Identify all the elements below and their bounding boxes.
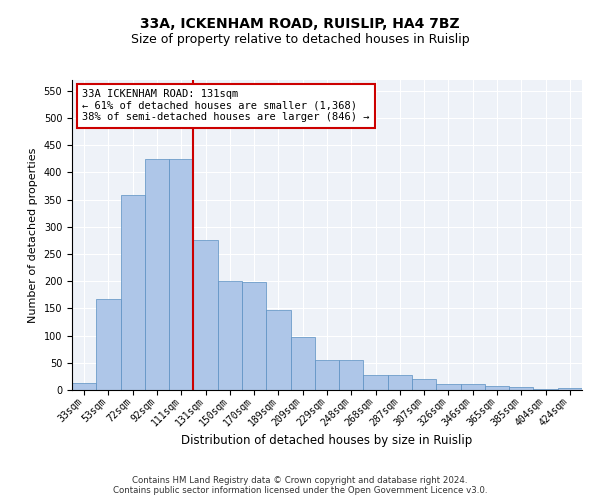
Text: Size of property relative to detached houses in Ruislip: Size of property relative to detached ho…	[131, 32, 469, 46]
Bar	[558, 388, 582, 390]
Bar	[388, 376, 412, 390]
Bar	[145, 159, 169, 390]
Y-axis label: Number of detached properties: Number of detached properties	[28, 148, 38, 322]
Text: 33A, ICKENHAM ROAD, RUISLIP, HA4 7BZ: 33A, ICKENHAM ROAD, RUISLIP, HA4 7BZ	[140, 18, 460, 32]
Bar	[485, 386, 509, 390]
Bar	[412, 379, 436, 390]
Bar	[169, 159, 193, 390]
X-axis label: Distribution of detached houses by size in Ruislip: Distribution of detached houses by size …	[181, 434, 473, 447]
Bar	[509, 388, 533, 390]
Bar	[121, 196, 145, 390]
Bar	[364, 376, 388, 390]
Bar	[193, 240, 218, 390]
Bar	[96, 298, 121, 390]
Bar	[242, 282, 266, 390]
Bar	[266, 310, 290, 390]
Bar	[72, 383, 96, 390]
Bar	[315, 360, 339, 390]
Text: Contains HM Land Registry data © Crown copyright and database right 2024.
Contai: Contains HM Land Registry data © Crown c…	[113, 476, 487, 495]
Bar	[218, 281, 242, 390]
Bar	[290, 337, 315, 390]
Bar	[339, 360, 364, 390]
Bar	[436, 384, 461, 390]
Bar	[461, 384, 485, 390]
Text: 33A ICKENHAM ROAD: 131sqm
← 61% of detached houses are smaller (1,368)
38% of se: 33A ICKENHAM ROAD: 131sqm ← 61% of detac…	[82, 90, 370, 122]
